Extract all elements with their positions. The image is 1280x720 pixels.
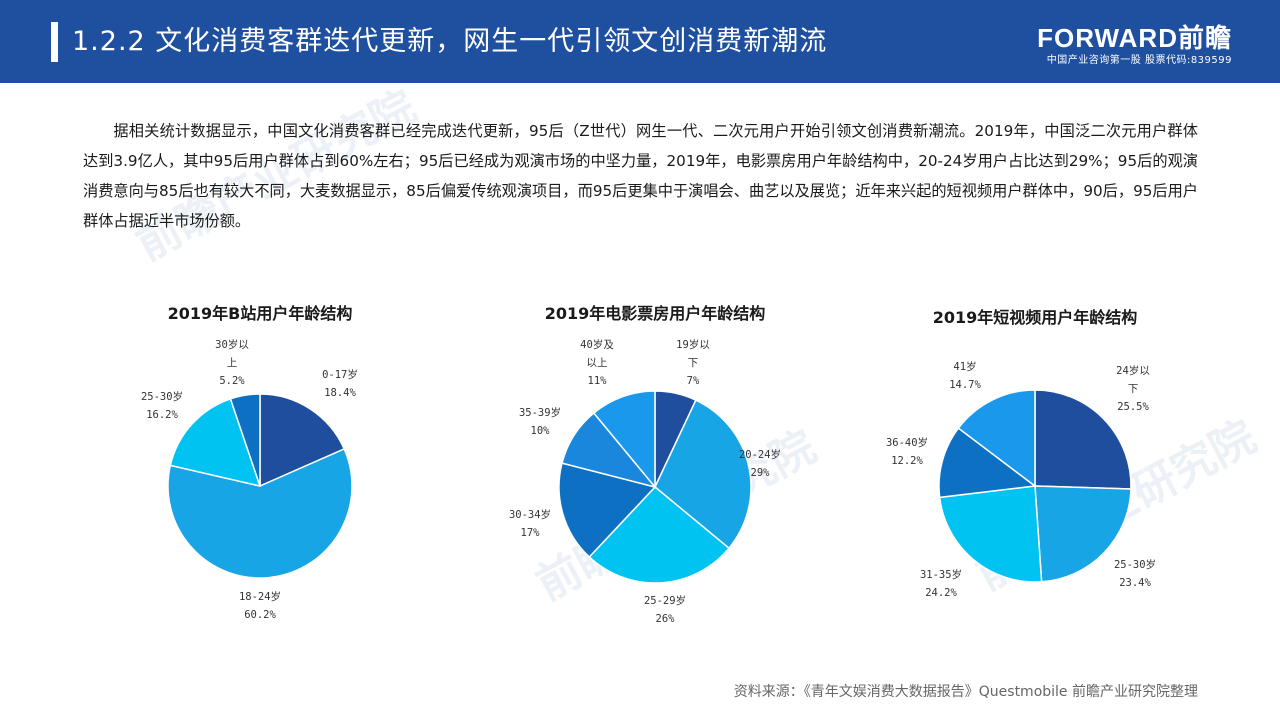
pie-slice-3: [558, 462, 657, 559]
intro-paragraph: 据相关统计数据显示，中国文化消费客群已经完成迭代更新，95后（Z世代）网生一代、…: [83, 122, 1198, 230]
chart-title: 2019年B站用户年龄结构: [167, 304, 353, 323]
slice-label-5: 40岁及以上 11%: [580, 338, 614, 387]
pie-svg: 19岁以下 7% 20-24岁 29% 25-29岁 26% 30-34岁 17% 35-39岁…: [509, 338, 781, 625]
slice-label-2: 31-35岁 24.2%: [920, 568, 962, 599]
slice-label-3: 30-34岁 17%: [509, 508, 551, 539]
slice-label-0: 0-17岁 18.4%: [322, 368, 358, 399]
pie-slice-4: [957, 389, 1036, 488]
pie-slice-3: [229, 393, 261, 487]
pie-slice-1: [654, 399, 752, 550]
pie-slice-1: [167, 447, 353, 579]
pie-slice-2: [938, 485, 1043, 583]
title-accent-bar: [51, 22, 58, 62]
pie-slice-0: [259, 393, 346, 488]
logo-brand: FORWARD前瞻: [1037, 23, 1232, 53]
bilibili-age-pie-chart: 2019年B站用户年龄结构 0-17岁 18.4% 18-24岁 60.2% 25-30…: [70, 292, 450, 642]
pie-slice-0: [1034, 389, 1132, 490]
source-note: 资料来源：《青年文娱消费大数据报告》Questmobile 前瞻产业研究院整理: [733, 684, 1198, 700]
chart-title: 2019年短视频用户年龄结构: [932, 308, 1138, 327]
slice-label-1: 18-24岁 60.2%: [239, 590, 281, 621]
slice-label-4: 35-39岁 10%: [519, 406, 561, 437]
header-bar: 1.2.2 文化消费客群迭代更新，网生一代引领文创消费新潮流 FORWARD前瞻…: [0, 0, 1280, 83]
pie-svg: 0-17岁 18.4% 18-24岁 60.2% 25-30岁 16.2% 30岁以上 5.2…: [141, 338, 358, 621]
company-logo: FORWARD前瞻 中国产业咨询第一股 股票代码:839599: [1037, 24, 1232, 68]
logo-tagline: 中国产业咨询第一股 股票代码:839599: [1046, 55, 1232, 66]
slice-label-3: 36-40岁 12.2%: [886, 436, 928, 467]
pie-svg: 24岁以下 25.5% 25-30岁 23.4% 31-35岁 24.2% 36-40岁 12…: [886, 360, 1156, 599]
pie-slice-2: [588, 485, 731, 584]
slice-label-4: 41岁 14.7%: [949, 360, 981, 391]
pie-slice-1: [1034, 485, 1132, 583]
short-video-age-pie-chart: 2019年短视频用户年龄结构 24岁以下 25.5% 25-30岁 23.4% 31-3…: [845, 292, 1225, 642]
slice-label-2: 25-29岁 26%: [644, 594, 686, 625]
slice-label-2: 25-30岁 16.2%: [141, 390, 183, 421]
slice-label-1: 20-24岁 29%: [739, 448, 781, 479]
slice-label-3: 30岁以上 5.2%: [215, 338, 249, 387]
slice-label-0: 19岁以下 7%: [676, 338, 710, 387]
page-title: 1.2.2 文化消费客群迭代更新，网生一代引领文创消费新潮流: [72, 26, 828, 57]
pie-slice-3: [938, 427, 1037, 499]
film-audience-age-pie-chart: 2019年电影票房用户年龄结构 19岁以下 7% 20-24岁 29% 25-29岁 26…: [465, 292, 845, 642]
slice-label-1: 25-30岁 23.4%: [1114, 558, 1156, 589]
chart-title: 2019年电影票房用户年龄结构: [544, 304, 766, 323]
slice-label-0: 24岁以下 25.5%: [1116, 364, 1150, 413]
pie-slice-5: [592, 390, 656, 490]
